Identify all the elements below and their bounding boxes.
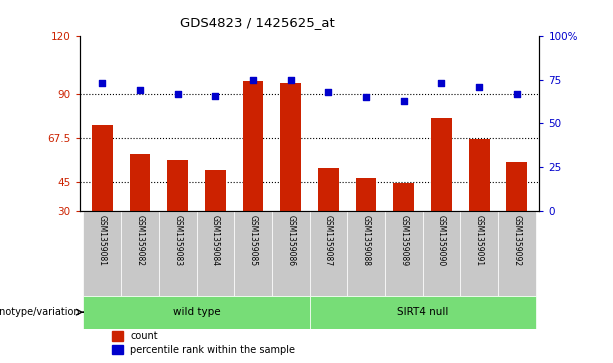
Bar [83,296,310,329]
Bar [310,211,347,296]
Text: SIRT4 null: SIRT4 null [397,307,448,317]
Text: count: count [131,331,158,341]
Bar [159,211,197,296]
Bar [347,211,385,296]
Point [436,81,446,86]
Point [474,84,484,90]
Bar [422,211,460,296]
Bar [205,170,226,211]
Text: GSM1359083: GSM1359083 [173,215,182,266]
Point [97,81,107,86]
Bar [112,345,123,354]
Point [324,89,333,95]
Bar [197,211,234,296]
Point [512,91,522,97]
Text: GSM1359081: GSM1359081 [98,215,107,266]
Text: GSM1359086: GSM1359086 [286,215,295,266]
Bar [83,211,121,296]
Text: GSM1359092: GSM1359092 [512,215,521,266]
Bar [272,211,310,296]
Bar [431,118,452,211]
Bar [112,331,123,341]
Point [173,91,183,97]
Bar [92,125,113,211]
Bar [243,81,264,211]
Text: GSM1359090: GSM1359090 [437,215,446,266]
Bar [234,211,272,296]
Point [248,77,258,83]
Text: GSM1359091: GSM1359091 [474,215,484,266]
Bar [385,211,422,296]
Point [399,98,409,104]
Text: percentile rank within the sample: percentile rank within the sample [131,345,295,355]
Text: GSM1359084: GSM1359084 [211,215,220,266]
Bar [460,211,498,296]
Bar [121,211,159,296]
Text: GDS4823 / 1425625_at: GDS4823 / 1425625_at [180,16,335,29]
Text: wild type: wild type [173,307,220,317]
Bar [356,178,376,211]
Bar [310,296,536,329]
Point [135,87,145,93]
Text: GSM1359089: GSM1359089 [399,215,408,266]
Bar [394,183,414,211]
Point [286,77,295,83]
Text: genotype/variation: genotype/variation [0,307,80,317]
Point [361,94,371,100]
Bar [129,154,150,211]
Text: GSM1359082: GSM1359082 [135,215,145,266]
Bar [506,162,527,211]
Text: GSM1359088: GSM1359088 [362,215,371,266]
Bar [167,160,188,211]
Bar [280,83,301,211]
Text: GSM1359087: GSM1359087 [324,215,333,266]
Text: GSM1359085: GSM1359085 [248,215,257,266]
Bar [318,168,339,211]
Bar [498,211,536,296]
Bar [469,139,490,211]
Point [210,93,220,98]
